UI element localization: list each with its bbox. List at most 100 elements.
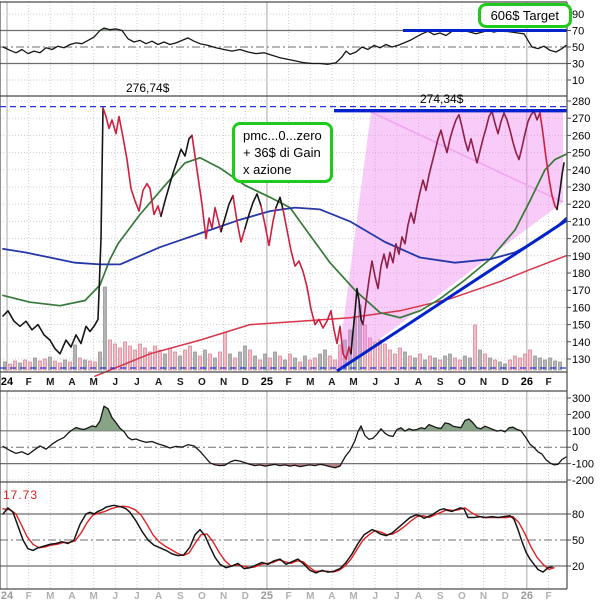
volume-bar: [23, 359, 27, 371]
x-axis-label: N: [480, 591, 487, 602]
x-axis-label: M: [306, 377, 314, 388]
volume-bar: [468, 357, 472, 371]
target-annotation-box: 606$ Target: [477, 3, 572, 28]
y-axis-label: 130: [572, 354, 590, 366]
volume-bar: [98, 351, 102, 371]
volume-bar: [63, 359, 67, 371]
volume-bar: [443, 355, 447, 371]
volume-bar: [478, 349, 482, 371]
y-axis-label: 250: [572, 148, 590, 160]
y-axis-label: 50: [572, 535, 584, 547]
volume-bar: [318, 353, 322, 371]
price-segment: [220, 194, 234, 233]
volume-bar: [373, 341, 377, 371]
volume-bar: [523, 353, 527, 371]
volume-bar: [243, 345, 247, 371]
x-axis-label: F: [286, 591, 292, 602]
volume-bar: [83, 359, 87, 371]
volume-bar: [433, 357, 437, 371]
volume-bar: [428, 355, 432, 371]
volume-bar: [513, 355, 517, 371]
volume-bar: [298, 361, 302, 371]
x-axis-label: A: [328, 377, 335, 388]
volume-bar: [118, 347, 122, 371]
x-axis-label: M: [46, 377, 54, 388]
y-axis-label: 170: [572, 285, 590, 297]
x-axis-label: A: [68, 591, 75, 602]
y-axis-label: 190: [572, 251, 590, 263]
x-axis-label: 26: [521, 376, 533, 388]
volume-bar: [253, 355, 257, 371]
volume-bar: [208, 353, 212, 371]
volume-bar: [108, 339, 112, 371]
x-axis-label: N: [220, 377, 227, 388]
volume-bar: [388, 349, 392, 371]
volume-bar: [38, 360, 42, 371]
x-axis-label: F: [286, 377, 292, 388]
volume-bar: [503, 363, 507, 371]
volume-bar: [43, 358, 47, 371]
volume-bar: [498, 361, 502, 371]
ma-navy: [2, 206, 567, 266]
x-axis-label: M: [89, 377, 97, 388]
y-axis-label: 50: [572, 42, 584, 54]
price-segment: [244, 193, 262, 230]
volume-bar: [363, 324, 367, 371]
volume-bar: [198, 355, 202, 371]
x-axis-label: S: [177, 591, 184, 602]
x-axis-label: 25: [261, 590, 273, 602]
volume-bar: [8, 363, 12, 371]
x-axis-label: N: [480, 377, 487, 388]
volume-bar: [258, 359, 262, 371]
volume-bar: [88, 360, 92, 371]
price-segment: [102, 107, 162, 217]
pink-wedge: [337, 112, 563, 371]
price-segment: [232, 194, 246, 243]
y-axis-label: 260: [572, 130, 590, 142]
price-segment: [556, 162, 565, 211]
x-axis-label: J: [134, 591, 140, 602]
volume-bar: [403, 351, 407, 371]
volume-bar: [158, 349, 162, 371]
volume-bar: [518, 357, 522, 371]
volume-bar: [58, 362, 62, 371]
x-axis-label: A: [415, 591, 422, 602]
volume-bar: [233, 357, 237, 371]
volume-bar: [553, 360, 557, 371]
volume-bar: [463, 355, 467, 371]
note-line-3: x azione: [243, 162, 292, 177]
volume-bar: [398, 347, 402, 371]
x-axis-label: F: [26, 377, 32, 388]
volume-bar: [408, 355, 412, 371]
x-axis-label: D: [242, 377, 249, 388]
y-axis-label: 100: [572, 426, 590, 438]
volume-bar: [413, 357, 417, 371]
volume-bar: [273, 351, 277, 371]
volume-bar: [18, 362, 22, 371]
price-segment: [362, 110, 541, 326]
stochastic-current-value: 17.73: [3, 488, 39, 502]
y-axis-label: 10: [572, 75, 584, 87]
threshold-fill: [211, 463, 559, 468]
y-axis-label: 300: [572, 393, 590, 405]
volume-bar: [558, 361, 562, 371]
x-axis-label: M: [46, 591, 54, 602]
volume-bar: [13, 360, 17, 371]
x-axis-label: A: [415, 377, 422, 388]
x-axis-label: S: [437, 377, 444, 388]
x-axis-label: O: [198, 591, 206, 602]
volume-bar: [538, 357, 542, 371]
x-axis-label: 24: [1, 376, 14, 388]
volume-bar: [448, 353, 452, 371]
y-axis-label: 90: [572, 9, 584, 21]
x-axis-label: O: [458, 377, 466, 388]
support-trendline: [336, 218, 568, 373]
volume-bar: [368, 337, 372, 371]
volume-bar: [33, 357, 37, 371]
x-axis-label: A: [155, 591, 162, 602]
volume-bar: [313, 357, 317, 371]
x-axis-label: J: [134, 377, 140, 388]
y-axis-label: 220: [572, 199, 590, 211]
volume-bar: [268, 357, 272, 371]
